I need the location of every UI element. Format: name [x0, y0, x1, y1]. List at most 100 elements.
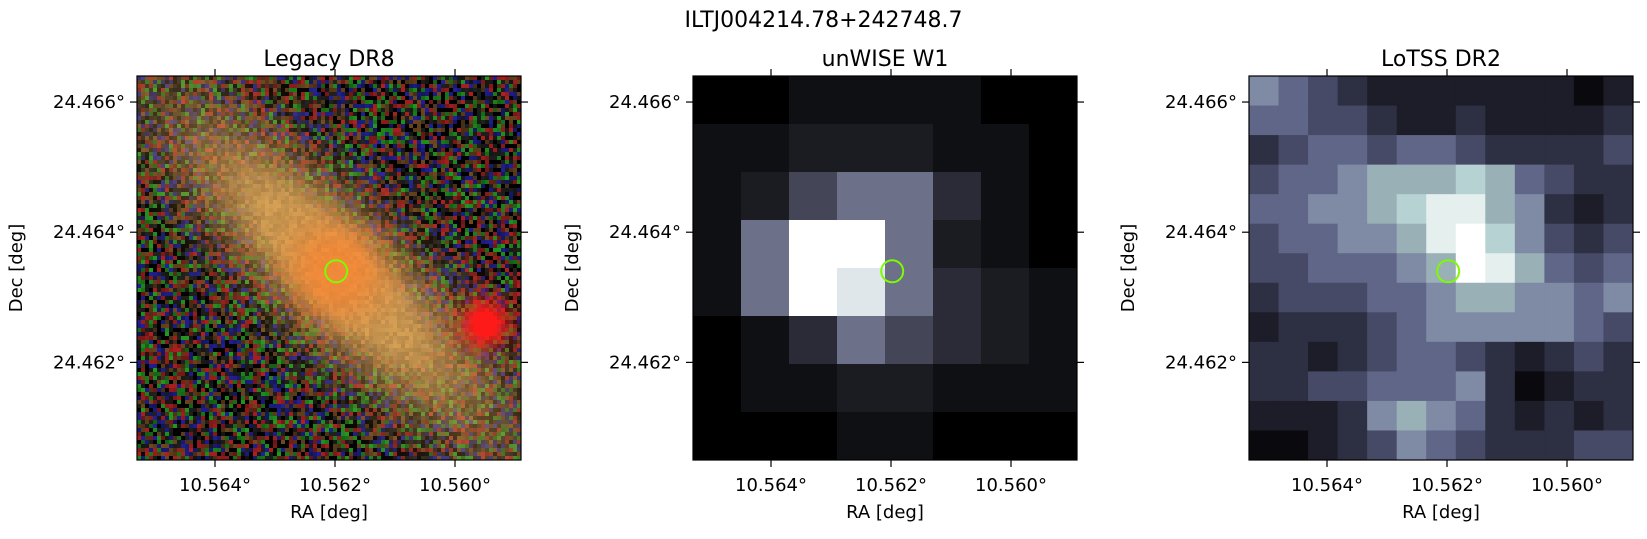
pixel	[149, 228, 154, 233]
pixel	[165, 120, 170, 125]
pixel	[453, 108, 458, 113]
pixel	[457, 204, 462, 209]
pixel	[373, 148, 378, 153]
pixel	[509, 148, 514, 153]
pixel	[145, 188, 150, 193]
pixel	[441, 212, 446, 217]
pixel	[517, 144, 521, 149]
pixel	[273, 88, 278, 93]
pixel	[361, 156, 366, 161]
pixel	[237, 212, 242, 217]
pixel	[365, 176, 370, 181]
pixel	[445, 80, 450, 85]
pixel	[505, 92, 510, 97]
pixel	[149, 232, 154, 237]
pixel	[345, 96, 350, 101]
pixel	[449, 188, 454, 193]
pixel	[433, 268, 438, 273]
pixel	[377, 276, 382, 281]
pixel	[481, 168, 486, 173]
pixel	[429, 232, 434, 237]
pixel	[465, 176, 470, 181]
pixel	[509, 104, 514, 109]
pixel	[161, 80, 166, 85]
pixel	[221, 160, 226, 165]
pixel	[453, 268, 458, 273]
pixel	[213, 164, 218, 169]
pixel	[321, 92, 326, 97]
pixel	[373, 216, 378, 221]
pixel	[501, 180, 506, 185]
pixel	[501, 276, 506, 281]
pixel	[489, 152, 494, 157]
pixel	[449, 172, 454, 177]
pixel	[181, 92, 186, 97]
pixel	[385, 212, 390, 217]
pixel	[189, 200, 194, 205]
pixel	[405, 116, 410, 121]
pixel	[309, 212, 314, 217]
pixel	[465, 100, 470, 105]
pixel	[397, 140, 402, 145]
pixel	[265, 260, 270, 265]
pixel	[461, 92, 466, 97]
pixel	[449, 264, 454, 269]
pixel	[485, 136, 490, 141]
pixel	[261, 96, 266, 101]
pixel	[345, 140, 350, 145]
pixel	[145, 136, 150, 141]
pixel	[489, 172, 494, 177]
pixel	[185, 256, 190, 261]
pixel	[217, 160, 222, 165]
pixel	[397, 280, 402, 285]
pixel	[297, 136, 302, 141]
pixel	[449, 196, 454, 201]
pixel	[345, 232, 350, 237]
pixel	[137, 128, 142, 133]
pixel	[333, 228, 338, 233]
pixel	[237, 176, 242, 181]
pixel	[309, 96, 314, 101]
pixel	[357, 232, 362, 237]
pixel	[261, 116, 266, 121]
pixel	[361, 172, 366, 177]
pixel	[329, 264, 334, 269]
pixel	[321, 172, 326, 177]
pixel	[369, 148, 374, 153]
pixel	[473, 188, 478, 193]
pixel	[377, 240, 382, 245]
pixel	[289, 276, 294, 281]
pixel	[205, 200, 210, 205]
pixel	[369, 228, 374, 233]
pixel	[221, 184, 226, 189]
pixel	[397, 104, 402, 109]
pixel	[277, 188, 282, 193]
pixel	[281, 84, 286, 89]
pixel	[153, 160, 158, 165]
pixel	[237, 140, 242, 145]
pixel	[317, 80, 322, 85]
pixel	[245, 232, 250, 237]
pixel	[257, 144, 262, 149]
pixel	[297, 76, 302, 81]
pixel	[213, 140, 218, 145]
pixel	[405, 204, 410, 209]
pixel	[165, 124, 170, 129]
pixel	[177, 276, 182, 281]
pixel	[289, 204, 294, 209]
pixel	[245, 156, 250, 161]
pixel	[393, 116, 398, 121]
pixel	[393, 124, 398, 129]
pixel	[329, 76, 334, 81]
pixel	[421, 236, 426, 241]
pixel	[501, 252, 506, 257]
pixel	[289, 248, 294, 253]
pixel	[361, 192, 366, 197]
pixel	[477, 76, 482, 81]
pixel	[497, 184, 502, 189]
pixel	[513, 148, 518, 153]
pixel	[517, 84, 521, 89]
pixel	[241, 168, 246, 173]
pixel	[349, 136, 354, 141]
pixel	[465, 132, 470, 137]
